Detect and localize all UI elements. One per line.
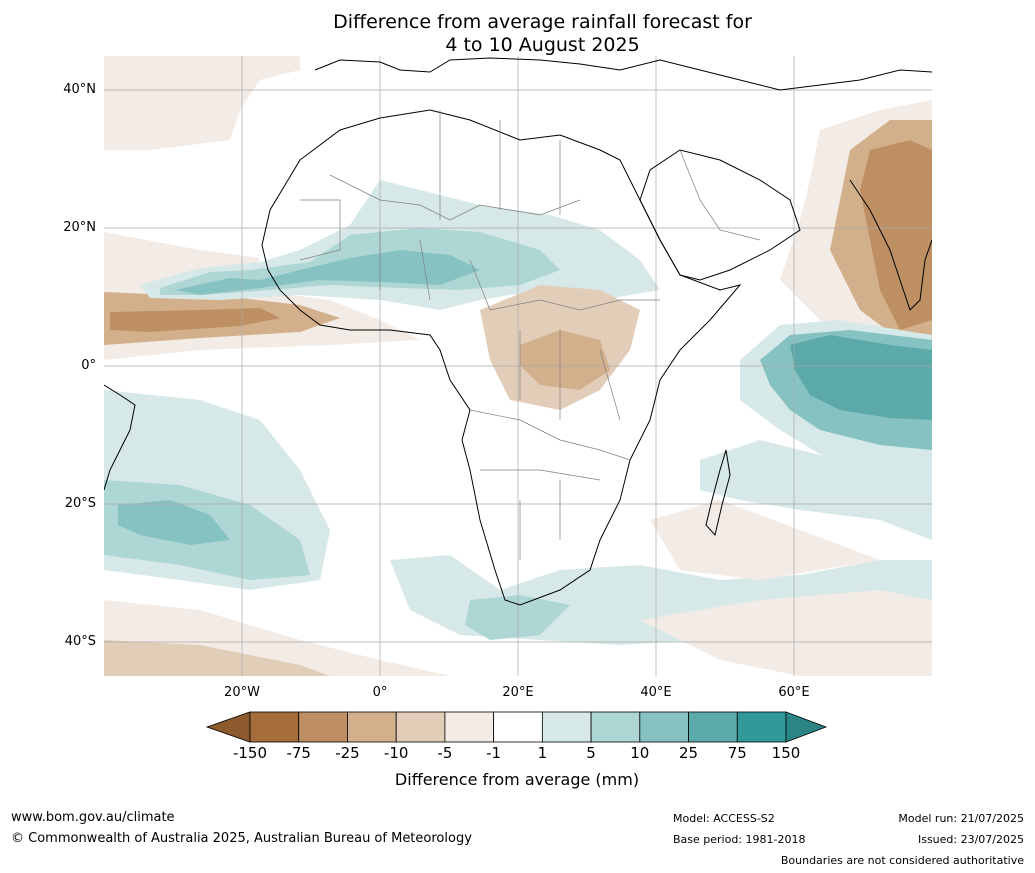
model-run-date: Model run: 21/07/2025 [898,812,1024,825]
colorbar-box [347,711,397,743]
anomaly-region-west-africa-dry-core [110,308,280,332]
copyright-notice: © Commonwealth of Australia 2025, Austra… [11,831,472,846]
colorbar-tick-label: -25 [335,744,360,762]
anomaly-region-southern-ocean-wet-mid [465,595,570,640]
anomaly-region-south-atlantic-wet-core [118,500,230,545]
colorbar-tick-label: 150 [771,744,801,762]
model-name: Model: ACCESS-S2 [673,812,775,825]
colorbar-tick-label: 5 [586,744,596,762]
colorbar-tick-label: -75 [286,744,311,762]
anomaly-region-central-africa-dry-core [520,330,610,390]
lon-label-20w: 20°W [224,685,260,700]
graticule [104,56,932,676]
coastlines [104,57,932,606]
south-america-coastline [104,384,136,491]
lon-label-20e: 20°E [502,685,534,700]
country-borders [299,110,761,560]
website-link[interactable]: www.bom.gov.au/climate [11,810,175,825]
anomaly-region-north-atlantic [104,56,300,150]
anomaly-region-madagascar-wet [700,440,932,540]
colorbar-box [444,711,495,743]
anomaly-region-southern-ocean-dry-mid [104,640,330,676]
colorbar-tick-label: -10 [383,744,409,762]
africa-coastline [261,109,742,606]
colorbar-box [493,711,543,743]
lat-label-20n: 20°N [63,220,96,235]
colorbar-box [590,711,641,743]
lon-label-40e: 40°E [640,685,672,700]
colorbar-box [249,711,300,743]
anomaly-region-indian-ocean-wet-core [790,335,932,420]
colorbar-box [688,711,738,743]
india-coastline [849,179,932,311]
anomaly-region-arabian-sea-dry-core [860,140,932,330]
map-title-line1: Difference from average rainfall forecas… [333,11,752,33]
base-period: Base period: 1981-2018 [673,833,806,846]
colorbar-under-arrow [205,711,251,743]
colorbar [205,711,828,743]
colorbar-tick-label: 1 [537,744,548,762]
colorbar-over-arrow [785,711,828,743]
issued-date: Issued: 23/07/2025 [917,833,1024,846]
europe-coastline [314,57,932,91]
colorbar-tick-label: -5 [437,744,453,762]
colorbar-box [395,711,446,743]
colorbar-tick-label: 25 [678,744,699,762]
colorbar-tick-label: -1 [486,744,502,762]
colorbar-tick-label: 75 [727,744,747,762]
colorbar-box [541,711,592,743]
lon-label-60e: 60°E [778,685,810,700]
colorbar-tick-label: -150 [232,744,268,762]
colorbar-box [298,711,348,743]
anomaly-region-southeast-dry [640,590,932,676]
lat-label-20s: 20°S [64,496,96,511]
colorbar-box [736,711,787,743]
madagascar-coastline [705,449,731,537]
lat-label-0: 0° [81,358,96,373]
map-title-line2: 4 to 10 August 2025 [445,34,640,56]
boundaries-disclaimer: Boundaries are not considered authoritat… [780,854,1024,867]
colorbar-label: Difference from average (mm) [394,770,640,789]
lon-label-0: 0° [372,685,388,700]
colorbar-boxes [249,711,787,743]
colorbar-box [639,711,689,743]
anomaly-region-sahel-wet-core [175,250,480,295]
lat-label-40n: 40°N [63,82,96,97]
lat-label-40s: 40°S [64,634,96,649]
colorbar-tick-label: 10 [630,744,650,762]
